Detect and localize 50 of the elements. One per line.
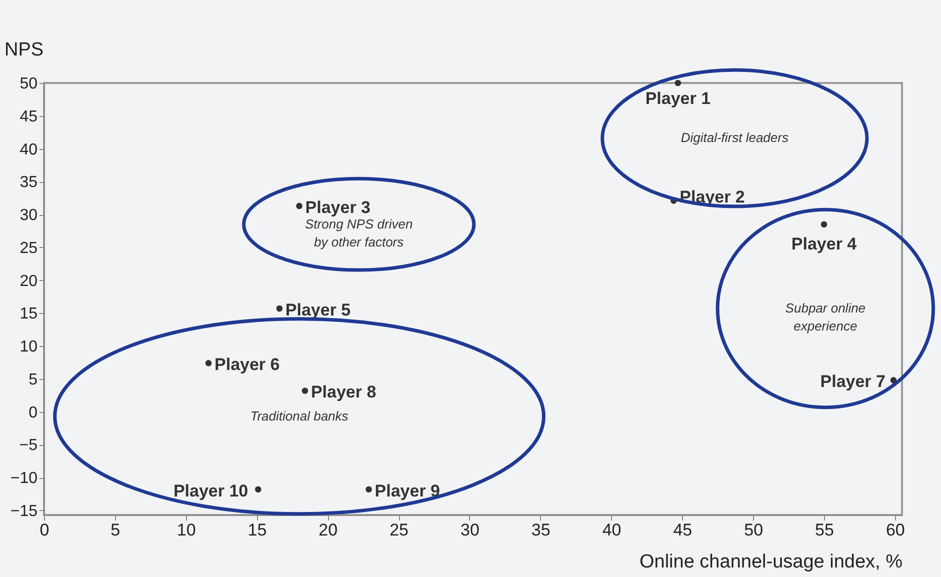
y-tick-label: 25 <box>20 240 38 257</box>
x-tick-label: 25 <box>390 520 409 540</box>
x-tick-label: 5 <box>110 520 120 540</box>
x-tick-label: 50 <box>744 520 764 540</box>
y-tick-label: −15 <box>10 502 38 520</box>
data-label: Player 10 <box>173 481 248 500</box>
x-tick-label: 30 <box>460 520 480 540</box>
point <box>820 221 828 228</box>
x-tick-label: 15 <box>248 520 267 540</box>
y-tick-label: 0 <box>28 404 38 422</box>
point <box>890 377 897 384</box>
y-tick-label: 30 <box>20 207 38 224</box>
annotation: Subpar online experience <box>785 300 866 334</box>
point <box>205 360 212 366</box>
annotation: Strong NPS driven by other factors <box>305 216 413 250</box>
y-tick-label: 45 <box>20 108 38 126</box>
y-tick-label: 50 <box>20 76 38 92</box>
point <box>674 80 682 86</box>
y-tick-label: 15 <box>20 306 38 323</box>
y-tick-label: 20 <box>20 272 38 290</box>
point <box>366 486 372 493</box>
data-label: Player 9 <box>374 481 440 500</box>
y-tick-label: −10 <box>10 470 38 488</box>
point <box>296 202 302 210</box>
annotation: Digital-first leaders <box>680 130 789 146</box>
data-label: Player 8 <box>310 382 376 402</box>
y-tick-label: 40 <box>20 141 38 158</box>
y-tick-label: 10 <box>20 338 38 356</box>
x-tick-label: 35 <box>531 520 550 540</box>
point <box>276 305 283 312</box>
annotation: Traditional banks <box>250 408 349 424</box>
point <box>254 486 262 493</box>
x-tick-label: 60 <box>886 520 905 540</box>
x-axis-title: Online channel-usage index, % <box>639 552 903 572</box>
y-tick-label: 35 <box>20 174 38 192</box>
data-label: Player 1 <box>645 89 711 108</box>
x-tick-label: 45 <box>673 520 692 540</box>
data-label: Player 4 <box>791 234 858 254</box>
data-label: Player 6 <box>214 355 280 374</box>
y-tick-label: 5 <box>28 371 38 388</box>
data-label: Player 5 <box>285 300 351 320</box>
y-axis-title: NPS <box>4 40 44 60</box>
x-tick-label: 40 <box>602 520 622 540</box>
data-label: Player 3 <box>305 198 371 217</box>
x-tick-label: 55 <box>815 520 834 540</box>
y-tick-label: −5 <box>19 437 38 454</box>
point <box>302 388 308 394</box>
x-tick-label: 10 <box>176 520 196 540</box>
x-tick-label: 20 <box>318 520 338 540</box>
data-label: Player 7 <box>820 372 886 392</box>
